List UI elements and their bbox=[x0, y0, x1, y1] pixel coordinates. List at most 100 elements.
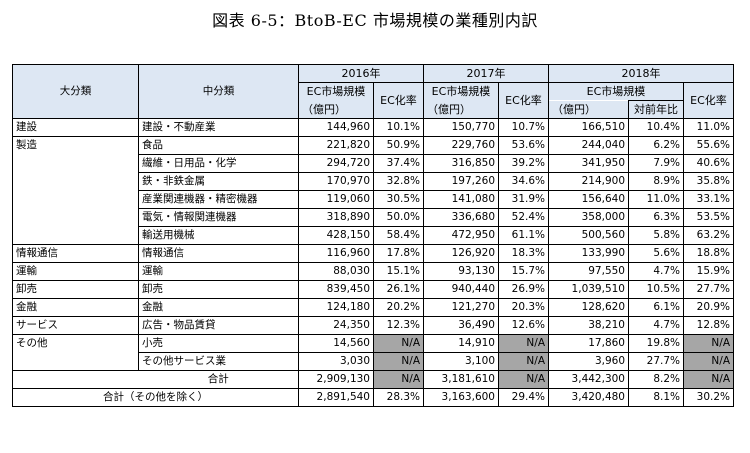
total-r16: N/A bbox=[373, 370, 424, 389]
cell-v18: 341,950 bbox=[548, 154, 629, 173]
table-row: 電気・情報関連機器 318,890 50.0% 336,680 52.4% 358,000… bbox=[12, 208, 734, 227]
table-row: 情報通信 情報通信 116,960 17.8% 126,920 18.3% 133,990 5… bbox=[12, 244, 734, 263]
cell-v17: 197,260 bbox=[423, 172, 499, 191]
cell-v16: 170,970 bbox=[298, 172, 374, 191]
cell-r18: 15.9% bbox=[683, 262, 734, 281]
table-row: 金融 金融 124,180 20.2% 121,270 20.3% 128,620 6.1% 2… bbox=[12, 298, 734, 317]
cell-v17: 940,440 bbox=[423, 280, 499, 299]
cell-v16: 119,060 bbox=[298, 190, 374, 209]
table-row: 産業関連機器・精密機器 119,060 30.5% 141,080 31.9% 156,6… bbox=[12, 190, 734, 209]
cell-v17: 126,920 bbox=[423, 244, 499, 263]
cell-r17: 52.4% bbox=[498, 208, 549, 227]
cell-v16: 318,890 bbox=[298, 208, 374, 227]
cell-v17: 150,770 bbox=[423, 118, 499, 137]
cell-v16: 88,030 bbox=[298, 262, 374, 281]
header-year-2018: 2018年 bbox=[548, 64, 734, 83]
table-row: 建設 建設・不動産業 144,960 10.1% 150,770 10.7% 166,510… bbox=[12, 118, 734, 137]
cell-yoy: 5.8% bbox=[628, 226, 684, 245]
cell-yoy: 11.0% bbox=[628, 190, 684, 209]
cell-v16: 294,720 bbox=[298, 154, 374, 173]
mid-category: 鉄・非鉄金属 bbox=[138, 172, 299, 191]
table-row: サービス 広告・物品賃貸 24,350 12.3% 36,490 12.6% 38,210 4… bbox=[12, 316, 734, 335]
header-unit-2018: （億円） bbox=[548, 100, 629, 119]
total-v18: 3,442,300 bbox=[548, 370, 629, 389]
cell-r16: 12.3% bbox=[373, 316, 424, 335]
cell-yoy: 19.8% bbox=[628, 334, 684, 353]
mid-category: 繊維・日用品・化学 bbox=[138, 154, 299, 173]
mid-category: 建設・不動産業 bbox=[138, 118, 299, 137]
cell-yoy: 6.1% bbox=[628, 298, 684, 317]
page-title: 図表 6-5：BtoB-EC 市場規模の業種別内訳 bbox=[212, 11, 538, 30]
mid-category: 小売 bbox=[138, 334, 299, 353]
cell-v18: 38,210 bbox=[548, 316, 629, 335]
cell-yoy: 5.6% bbox=[628, 244, 684, 263]
mid-category: 情報通信 bbox=[138, 244, 299, 263]
cell-r16: 30.5% bbox=[373, 190, 424, 209]
major-category bbox=[12, 208, 139, 227]
header-mid: 中分類 bbox=[138, 64, 299, 119]
cell-r16: 10.1% bbox=[373, 118, 424, 137]
cell-v16: 428,150 bbox=[298, 226, 374, 245]
cell-r18: 53.5% bbox=[683, 208, 734, 227]
cell-r18: 55.6% bbox=[683, 136, 734, 155]
table-row: 卸売 卸売 839,450 26.1% 940,440 26.9% 1,039,510 10.… bbox=[12, 280, 734, 299]
major-category bbox=[12, 226, 139, 245]
header-year-2017: 2017年 bbox=[423, 64, 549, 83]
mid-category: その他サービス業 bbox=[138, 352, 299, 371]
cell-v18: 166,510 bbox=[548, 118, 629, 137]
major-category: 建設 bbox=[12, 118, 139, 137]
cell-r16: 58.4% bbox=[373, 226, 424, 245]
cell-r17: 20.3% bbox=[498, 298, 549, 317]
cell-r16: 37.4% bbox=[373, 154, 424, 173]
cell-r17: N/A bbox=[498, 352, 549, 371]
cell-r17: 34.6% bbox=[498, 172, 549, 191]
mid-category: 卸売 bbox=[138, 280, 299, 299]
cell-v18: 128,620 bbox=[548, 298, 629, 317]
table-row: 繊維・日用品・化学 294,720 37.4% 316,850 39.2% 341,950… bbox=[12, 154, 734, 173]
cell-v17: 229,760 bbox=[423, 136, 499, 155]
cell-yoy: 6.3% bbox=[628, 208, 684, 227]
cell-v16: 116,960 bbox=[298, 244, 374, 263]
major-category bbox=[12, 190, 139, 209]
mid-category: 輸送用機械 bbox=[138, 226, 299, 245]
header-year-2016: 2016年 bbox=[298, 64, 424, 83]
major-category: サービス bbox=[12, 316, 139, 335]
major-category: その他 bbox=[12, 334, 139, 353]
cell-v17: 316,850 bbox=[423, 154, 499, 173]
total-r17: N/A bbox=[498, 370, 549, 389]
mid-category: 広告・物品賃貸 bbox=[138, 316, 299, 335]
cell-r16: 32.8% bbox=[373, 172, 424, 191]
cell-r18: 40.6% bbox=[683, 154, 734, 173]
cell-r17: 31.9% bbox=[498, 190, 549, 209]
total-ex-row: 合計（その他を除く） 2,891,540 28.3% 3,163,600 29.… bbox=[12, 388, 734, 407]
major-category: 製造 bbox=[12, 136, 139, 155]
total-ex-v16: 2,891,540 bbox=[298, 388, 374, 407]
cell-v17: 121,270 bbox=[423, 298, 499, 317]
total-r18: N/A bbox=[683, 370, 734, 389]
cell-r18: N/A bbox=[683, 334, 734, 353]
cell-v16: 839,450 bbox=[298, 280, 374, 299]
cell-r18: 27.7% bbox=[683, 280, 734, 299]
header-ec-market-2018: EC市場規模 bbox=[548, 82, 684, 101]
major-category bbox=[12, 352, 139, 371]
major-category: 金融 bbox=[12, 298, 139, 317]
cell-r17: 61.1% bbox=[498, 226, 549, 245]
cell-r18: 63.2% bbox=[683, 226, 734, 245]
mid-category: 電気・情報関連機器 bbox=[138, 208, 299, 227]
header-ec-market-2016: EC市場規模 bbox=[298, 82, 374, 101]
total-ex-v17: 3,163,600 bbox=[423, 388, 499, 407]
cell-r16: 50.0% bbox=[373, 208, 424, 227]
cell-yoy: 7.9% bbox=[628, 154, 684, 173]
cell-v16: 14,560 bbox=[298, 334, 374, 353]
mid-category: 運輸 bbox=[138, 262, 299, 281]
cell-v17: 93,130 bbox=[423, 262, 499, 281]
cell-v17: 3,100 bbox=[423, 352, 499, 371]
market-size-table: 大分類 中分類 2016年 2017年 2018年 EC市場規模 EC化率 EC… bbox=[12, 64, 734, 407]
cell-yoy: 10.4% bbox=[628, 118, 684, 137]
mid-category: 産業関連機器・精密機器 bbox=[138, 190, 299, 209]
major-category: 運輸 bbox=[12, 262, 139, 281]
total-ex-r17: 29.4% bbox=[498, 388, 549, 407]
cell-v18: 358,000 bbox=[548, 208, 629, 227]
cell-v17: 14,910 bbox=[423, 334, 499, 353]
table-row: 運輸 運輸 88,030 15.1% 93,130 15.7% 97,550 4.7% 15.9… bbox=[12, 262, 734, 281]
